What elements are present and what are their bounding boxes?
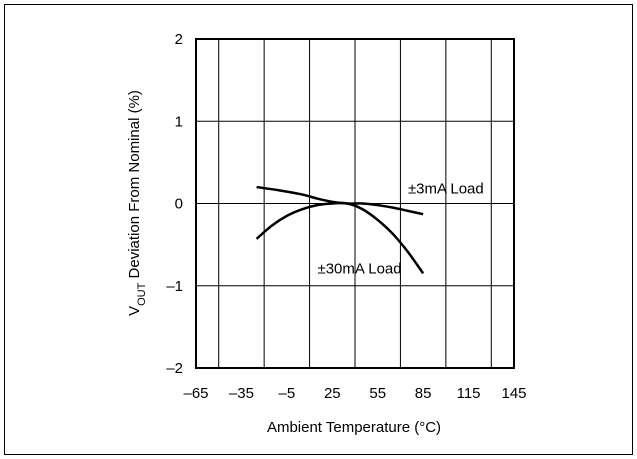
y-tick-label: 1 <box>175 113 183 130</box>
tick-labels: –65 –35 –5 25 55 85 115 145 –2 –1 0 1 2 <box>166 31 526 402</box>
x-tick-label: 55 <box>369 385 386 402</box>
series-line-1 <box>255 201 425 275</box>
series-annotation-0: ±3mA Load <box>408 181 484 198</box>
series-annotation-1: ±30mA Load <box>317 260 401 277</box>
y-axis-label-prefix: V <box>126 306 143 316</box>
series-line-0 <box>256 185 424 216</box>
x-tick-label: –35 <box>229 385 254 402</box>
x-tick-label: 85 <box>415 385 432 402</box>
x-tick-label: –5 <box>279 385 296 402</box>
x-tick-label: 25 <box>324 385 341 402</box>
x-axis-label: Ambient Temperature (°C) <box>267 419 441 436</box>
y-axis-label-rest: Deviation From Nominal (%) <box>126 90 143 283</box>
plot-frame <box>195 38 515 369</box>
y-axis-label-subscript: OUT <box>136 282 148 306</box>
x-tick-label: 145 <box>501 385 526 402</box>
y-tick-label: 0 <box>175 196 183 213</box>
y-tick-label: –1 <box>166 278 183 295</box>
x-tick-label: 115 <box>457 385 481 402</box>
annotations: ±3mA Load ±30mA Load <box>317 181 483 278</box>
series <box>255 185 425 275</box>
y-tick-label: –2 <box>166 360 183 377</box>
figure-frame <box>4 4 633 455</box>
x-tick-label: –65 <box>183 385 208 402</box>
y-tick-label: 2 <box>175 31 183 48</box>
y-axis-label: VOUT Deviation From Nominal (%) <box>126 90 148 316</box>
